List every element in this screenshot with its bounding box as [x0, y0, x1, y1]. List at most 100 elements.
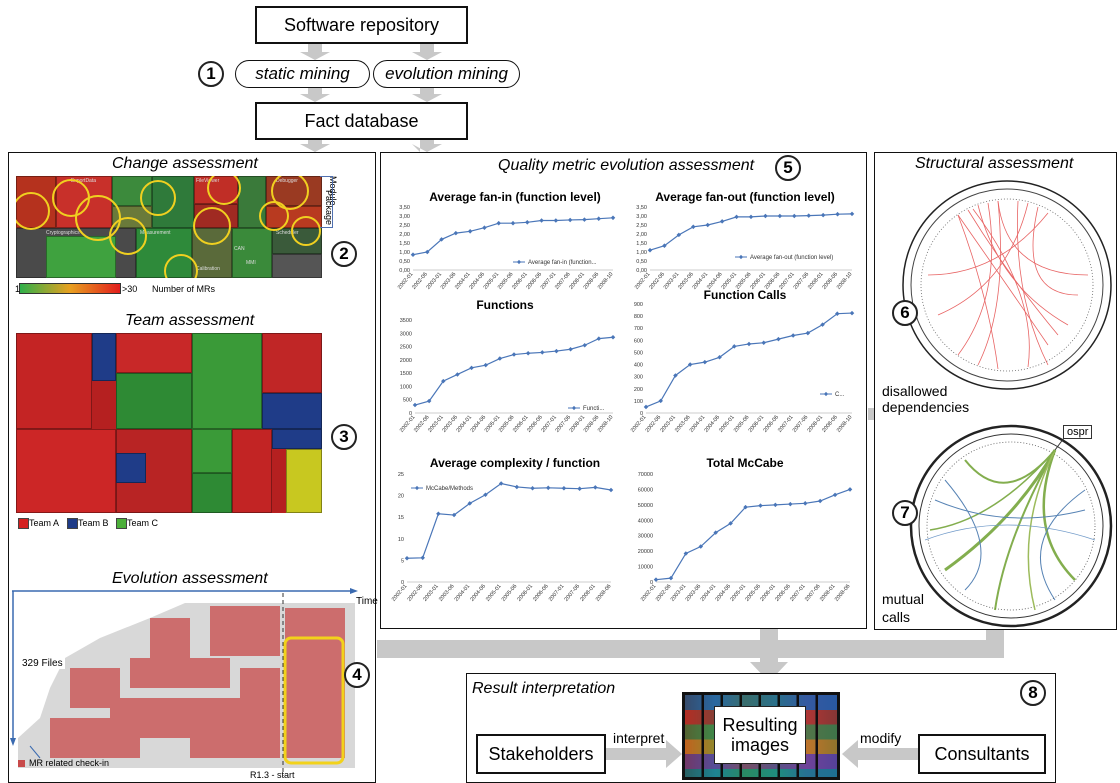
evolution-assessment-title: Evolution assessment — [112, 570, 268, 587]
hotspot-circle — [109, 217, 147, 255]
treemap-block — [232, 228, 272, 278]
y-tick-label: 1500 — [400, 371, 412, 377]
data-point — [705, 222, 710, 228]
evolution-mining-pill: evolution mining — [373, 60, 520, 88]
y-tick-label: 2500 — [400, 345, 412, 351]
disallowed-dependencies-graph — [902, 180, 1112, 390]
mutual-label-line1: mutual — [882, 591, 925, 607]
software-repository-label: Software repository — [283, 14, 440, 35]
y-tick-label: 300 — [634, 375, 643, 381]
files-axis-arrowhead — [10, 738, 16, 746]
structural-panel-title: Structural assessment — [915, 155, 1074, 172]
legend-max: >30 — [122, 284, 138, 294]
treemap-block — [272, 429, 322, 449]
interpret-arrow-shaft — [606, 748, 668, 760]
data-point — [469, 365, 474, 371]
team-a-label: Team A — [29, 518, 60, 528]
y-tick-label: 25 — [398, 472, 404, 478]
y-tick-label: 400 — [634, 363, 643, 369]
chart-complexity: 05101520252002-012002-062003-012003-0620… — [391, 472, 614, 603]
resulting-images-line2: images — [730, 735, 790, 755]
chart-fanin: 0,000,501,001,502,002,503,003,502002-012… — [397, 205, 616, 291]
treemap-block — [116, 373, 192, 429]
y-tick-label: 3,00 — [399, 214, 410, 220]
legend-label: Functi... — [583, 406, 605, 412]
y-tick-label: 500 — [634, 350, 643, 356]
treemap-block — [262, 333, 322, 393]
treemap-block — [232, 429, 272, 513]
y-tick-label: 500 — [403, 398, 412, 404]
legend-label: McCabe — [645, 470, 668, 472]
data-point — [545, 485, 551, 491]
series-line — [406, 482, 612, 559]
hotspot-circle — [291, 216, 321, 246]
modify-label: modify — [860, 730, 902, 746]
treemap-label-debugger: Debugger — [276, 178, 298, 184]
y-tick-label: 15 — [398, 515, 404, 521]
legend-label: Average fan-in (function... — [528, 260, 597, 266]
change-assessment-title: Change assessment — [112, 155, 258, 172]
y-tick-label: 2,50 — [636, 223, 647, 229]
quality-panel — [380, 152, 867, 629]
treemap-label-cryptographics: Cryptographics — [46, 230, 80, 236]
y-tick-label: 5 — [401, 558, 404, 564]
treemap-block — [46, 236, 116, 278]
y-tick-label: 2,50 — [399, 223, 410, 229]
time-axis-arrowhead — [350, 588, 358, 594]
hotspot-circle — [75, 195, 121, 241]
data-point — [511, 352, 517, 357]
chart-title-complexity: Average complexity / function — [429, 456, 601, 470]
data-point — [698, 544, 704, 549]
team-c-swatch — [116, 518, 127, 529]
fact-database-label: Fact database — [304, 110, 419, 131]
y-tick-label: 0 — [401, 580, 404, 586]
hotspot-circle — [207, 176, 241, 205]
treemap-block — [116, 453, 146, 483]
data-point — [582, 342, 587, 348]
step-7-badge: 7 — [892, 500, 918, 526]
checkin-cluster — [130, 658, 230, 688]
y-tick-label: 2,00 — [636, 232, 647, 238]
team-b-swatch — [67, 518, 78, 529]
chart-title-function-calls: Function Calls — [703, 288, 787, 302]
software-repository-box: Software repository — [255, 6, 468, 44]
y-tick-label: 1,50 — [636, 241, 647, 247]
step-6-badge: 6 — [892, 300, 918, 326]
y-tick-label: 3,50 — [399, 205, 410, 211]
y-tick-label: 50000 — [638, 503, 653, 509]
treemap-block — [272, 254, 322, 278]
y-tick-label: 3,00 — [636, 214, 647, 220]
chart-title-functions: Functions — [476, 298, 534, 312]
treemap-label-measurement: Measurement — [140, 230, 171, 236]
y-tick-label: 0,50 — [399, 259, 410, 265]
data-point — [608, 487, 614, 493]
ospr-label: ospr — [1063, 425, 1093, 439]
treemap-block — [262, 393, 322, 429]
y-tick-label: 1,50 — [399, 241, 410, 247]
result-panel-title: Result interpretation — [472, 680, 616, 697]
files-label: 329 Files — [20, 658, 65, 669]
modify-arrowhead — [842, 740, 858, 768]
treemap-block — [92, 333, 116, 381]
release-label: R1.3 - start — [250, 770, 295, 780]
interpret-label: interpret — [613, 730, 665, 746]
mr-color-legend-bar — [19, 283, 121, 294]
y-tick-label: 20000 — [638, 549, 653, 555]
y-tick-label: 70000 — [638, 472, 653, 478]
team-treemap — [16, 333, 322, 513]
mutual-calls-label: mutual calls — [882, 590, 924, 626]
data-point — [746, 341, 752, 347]
data-point — [643, 404, 649, 410]
treemap-block — [16, 176, 56, 228]
checkin-cluster — [285, 608, 345, 758]
hierarchy-bracket — [320, 176, 333, 228]
disallowed-label-line1: disallowed — [882, 383, 948, 399]
team-assessment-title: Team assessment — [125, 312, 255, 329]
y-tick-label: 200 — [634, 387, 643, 393]
y-tick-label: 3000 — [400, 331, 412, 337]
treemap-label-can: CAN — [234, 246, 245, 252]
resulting-images-label: Resulting images — [714, 706, 806, 764]
legend-label: McCabe/Methods — [426, 486, 473, 492]
treemap-label-fileviewer: FileViewer — [196, 178, 220, 184]
chart-title-fanout: Average fan-out (function level) — [655, 190, 835, 204]
